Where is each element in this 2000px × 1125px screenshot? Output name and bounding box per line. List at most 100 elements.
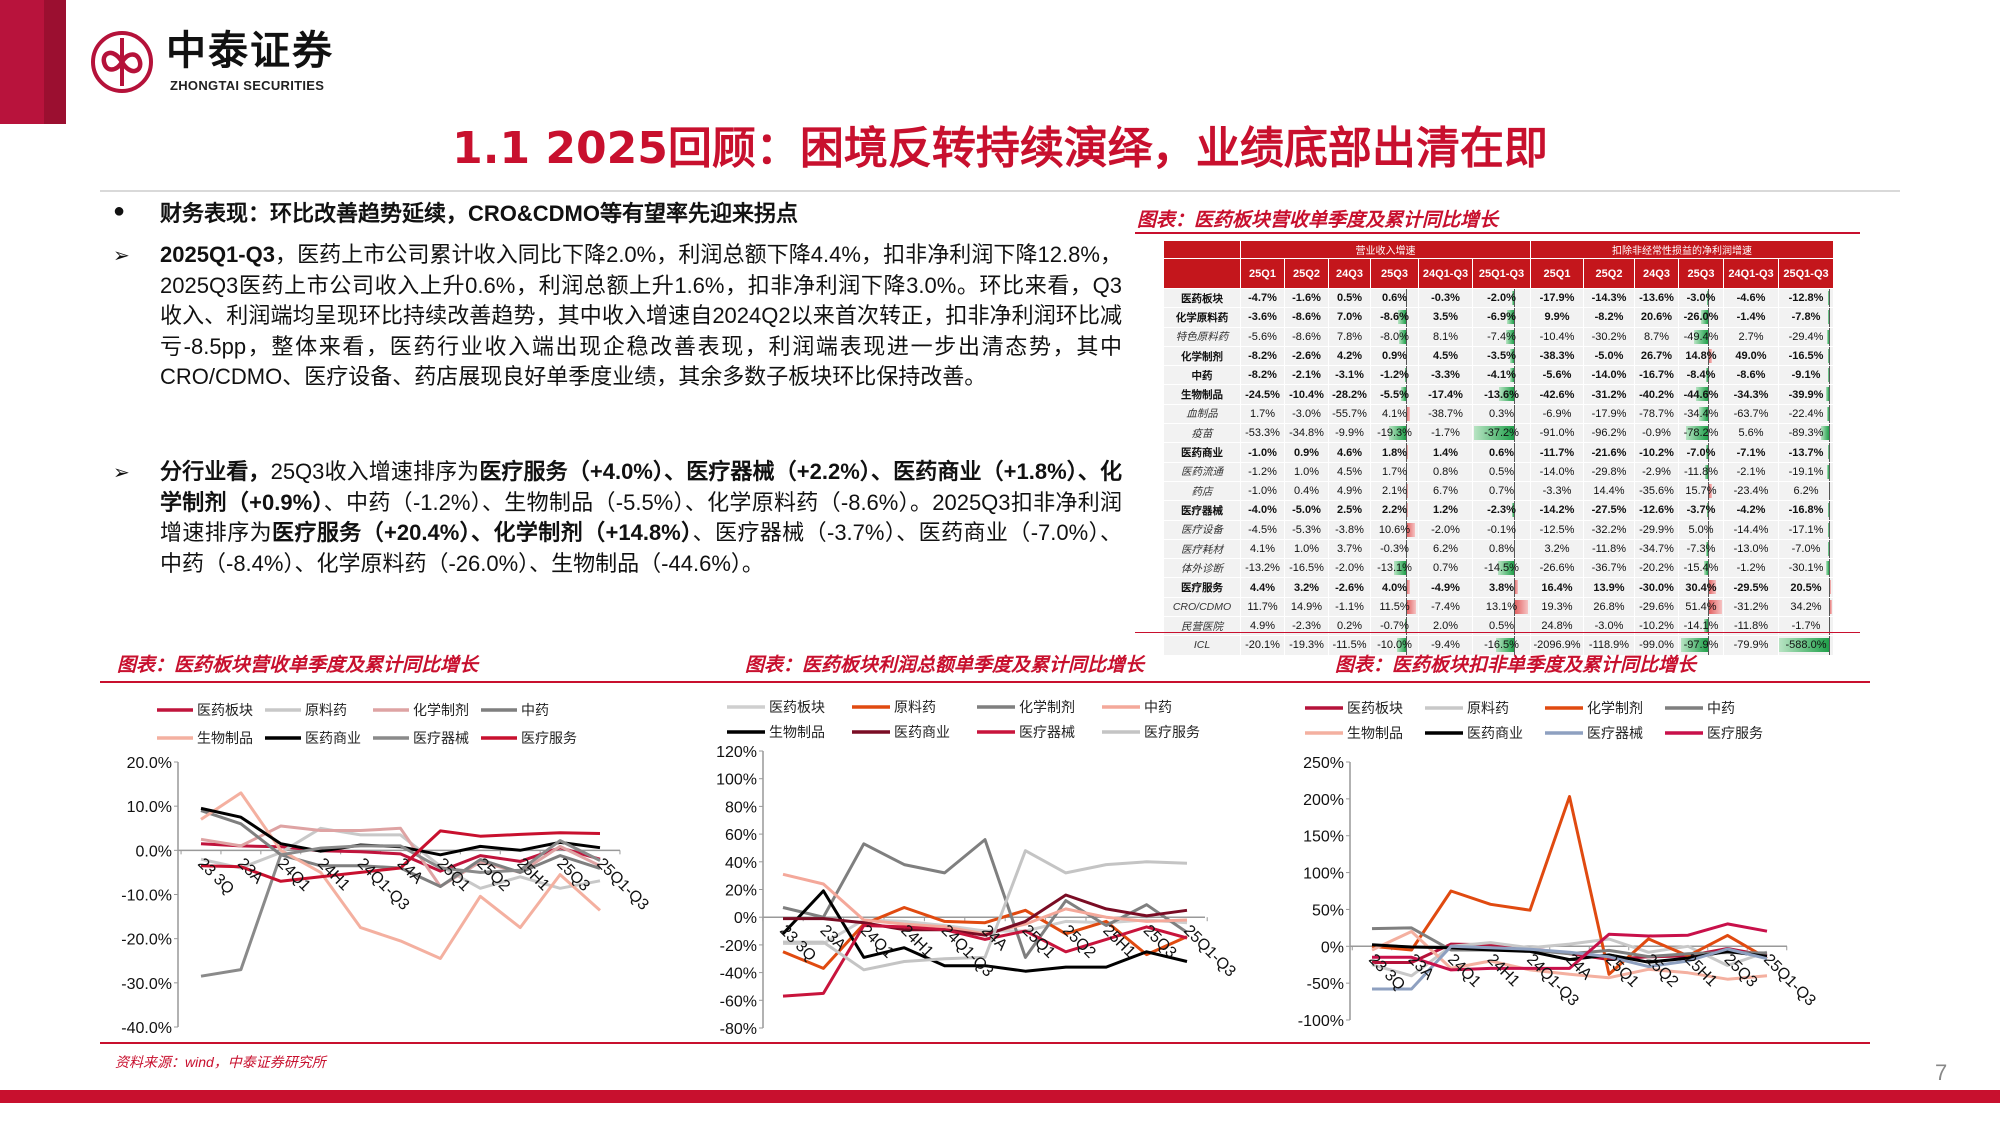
net-profit-growth-cell: 30.4% (1678, 577, 1724, 598)
data-bar-axis (1708, 636, 1709, 655)
data-bar (1474, 426, 1514, 441)
data-bar-axis (1708, 617, 1709, 636)
x-tick-label: 25Q1-Q3 (1180, 922, 1239, 981)
net-profit-growth-cell: -96.2% (1583, 423, 1635, 444)
cell-value: -20.1% (1245, 639, 1280, 652)
legend-label: 医疗服务 (521, 730, 577, 746)
data-bar (1829, 599, 1832, 614)
net-profit-growth-cell: -12.6% (1634, 500, 1679, 521)
cell-value: -588.0% (1785, 639, 1827, 652)
cell-value: -3.7% (1686, 504, 1716, 517)
data-bar-axis (1829, 424, 1830, 443)
cell-value: 2.5% (1336, 504, 1363, 517)
cell-value: -24.5% (1245, 388, 1280, 401)
page-number: 7 (1935, 1060, 1948, 1085)
net-profit-growth-cell: -3.0% (1678, 287, 1724, 309)
y-tick-label: -40% (720, 966, 757, 983)
revenue-growth-cell: -1.1% (1328, 596, 1371, 618)
data-bar (1394, 561, 1406, 576)
data-bar (1827, 522, 1829, 537)
data-bar (1506, 329, 1514, 344)
cell-value: 0.4% (1293, 485, 1320, 498)
y-tick-label: 20% (725, 883, 757, 900)
net-profit-growth-cell: -29.9% (1634, 519, 1679, 540)
revenue-growth-cell: -38.7% (1418, 403, 1473, 425)
legend-label: 医药商业 (894, 724, 950, 740)
cell-value: -97.9% (1683, 639, 1719, 652)
table-row: 特色原料药 -5.6% -8.6% 7.8% -8.0% 8.1% -7.4% -10.4% -… (1163, 326, 1834, 347)
net-profit-growth-cell: -14.0% (1530, 461, 1584, 482)
net-profit-growth-cell: -13.6% (1634, 287, 1679, 309)
row-label: 化学原料药 (1163, 307, 1241, 328)
net-profit-growth-cell: -34.7% (1634, 538, 1679, 560)
cell-value: -9.4% (1431, 639, 1460, 652)
cell-value: -14.4% (1733, 523, 1769, 536)
data-bar-axis (1708, 501, 1709, 520)
legend-label: 医药板块 (769, 699, 825, 715)
y-tick-label: 20.0% (127, 755, 172, 772)
data-bar-axis (1514, 578, 1515, 597)
revenue-growth-cell: -8.2% (1240, 345, 1285, 367)
cell-value: -12.6% (1639, 504, 1674, 517)
table-row: 医疗设备 -4.5% -5.3% -3.8% 10.6% -2.0% -0.1% -12.5%… (1163, 519, 1834, 540)
revenue-growth-cell: 3.8% (1472, 577, 1531, 598)
cell-value: -7.0% (1686, 446, 1716, 459)
revenue-growth-cell: 4.9% (1328, 480, 1371, 502)
legend-label: 中药 (521, 702, 549, 718)
y-tick-label: 10.0% (127, 799, 172, 816)
cell-value: 14.8% (1685, 350, 1717, 363)
data-bar (1779, 638, 1829, 653)
cell-value: -8.6% (1736, 369, 1766, 382)
net-profit-growth-cell: -27.5% (1583, 500, 1635, 521)
legend-label: 生物制品 (769, 724, 825, 740)
cell-value: -2.6% (1292, 350, 1321, 363)
cell-value: -1.0% (1248, 485, 1277, 498)
data-bar (1703, 561, 1708, 576)
series-line (1371, 795, 1768, 976)
cell-value: -8.4% (1686, 369, 1716, 382)
charts-top-rule (100, 681, 1870, 683)
net-profit-growth-cell: -16.7% (1634, 365, 1679, 386)
data-bar-axis (1406, 424, 1407, 443)
y-tick-label: 200% (1303, 792, 1344, 809)
y-tick-label: 250% (1303, 755, 1344, 772)
net-profit-growth-cell: -0.9% (1634, 423, 1679, 444)
data-bar-axis (1708, 346, 1709, 366)
cell-value: -17.9% (1591, 407, 1627, 420)
revenue-growth-cell: -3.5% (1472, 345, 1531, 367)
revenue-growth-cell: -20.1% (1240, 635, 1285, 656)
row-label: 医药板块 (1163, 287, 1241, 309)
data-bar (1389, 426, 1406, 441)
cell-value: -99.0% (1639, 639, 1674, 652)
table-row: 医疗器械 -4.0% -5.0% 2.5% 2.2% 1.2% -2.3% -14.2% -27… (1163, 500, 1834, 521)
cell-value: -1.7% (1431, 427, 1460, 440)
data-bar-axis (1829, 617, 1830, 636)
net-profit-growth-cell: 26.7% (1634, 345, 1679, 367)
revenue-growth-cell: 14.9% (1284, 596, 1329, 618)
cell-value: -30.1% (1788, 562, 1824, 575)
cell-value: -11.8% (1591, 543, 1627, 555)
cell-value: 20.6% (1640, 311, 1673, 324)
net-profit-growth-cell: -44.6% (1678, 384, 1724, 405)
data-bar (1704, 464, 1708, 479)
net-profit-growth-cell: -14.4% (1723, 519, 1779, 540)
cell-value: -11.8% (1683, 465, 1719, 478)
data-bar-axis (1514, 424, 1515, 443)
cell-value: -19.3% (1377, 427, 1412, 440)
net-profit-growth-cell: -19.1% (1778, 461, 1834, 482)
cell-value: -49.4% (1683, 330, 1719, 343)
table-row: ICL -20.1% -19.3% -11.5% -10.0% -9.4% -16.5% -2… (1163, 635, 1834, 656)
source-note: 资料来源：wind，中泰证券研究所 (115, 1054, 326, 1070)
cell-value: -1.2% (1736, 562, 1766, 575)
cell-value: 4.1% (1381, 407, 1408, 420)
series-line (782, 924, 1188, 998)
net-profit-growth-cell: 19.3% (1530, 596, 1584, 618)
net-profit-growth-cell: 13.9% (1583, 577, 1635, 598)
data-bar (1405, 619, 1406, 634)
cell-value: -14.3% (1591, 292, 1627, 305)
cell-value: -1.4% (1736, 311, 1766, 324)
cell-value: 0.7% (1432, 562, 1459, 575)
data-bar-axis (1514, 481, 1515, 501)
paragraph-segment: 、中药（-1.2%）、生物制品（-5.5%）、化学原料药（-8.6%）。2025… (160, 489, 1123, 546)
